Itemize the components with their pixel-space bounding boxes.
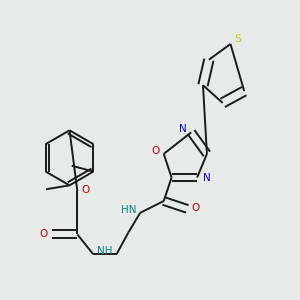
Text: N: N bbox=[203, 173, 211, 183]
Text: O: O bbox=[40, 229, 48, 238]
Text: S: S bbox=[234, 34, 241, 44]
Text: HN: HN bbox=[121, 205, 136, 215]
Text: O: O bbox=[191, 203, 199, 213]
Text: O: O bbox=[81, 185, 89, 195]
Text: N: N bbox=[179, 124, 187, 134]
Text: NH: NH bbox=[97, 246, 112, 256]
Text: O: O bbox=[152, 146, 160, 156]
